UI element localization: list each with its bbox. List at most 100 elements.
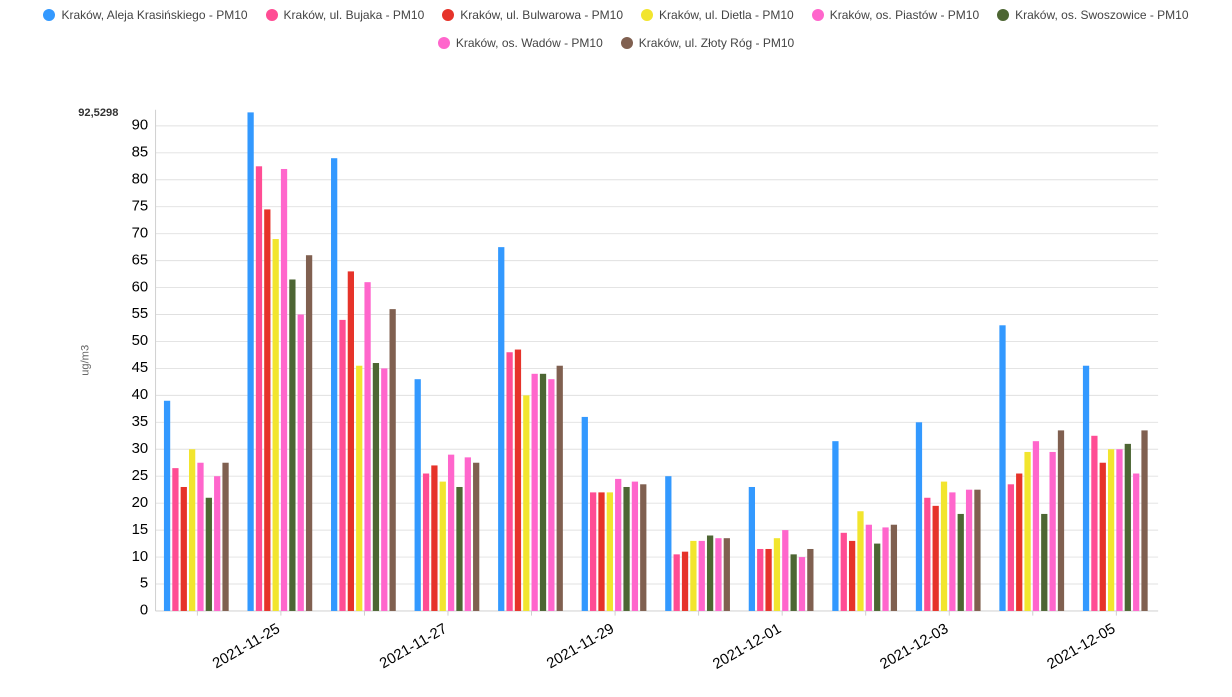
bar[interactable] [999,325,1005,611]
bar[interactable] [189,449,195,611]
bar[interactable] [498,247,504,611]
bar[interactable] [707,535,713,610]
bar[interactable] [1008,484,1014,611]
bar[interactable] [782,530,788,611]
bar[interactable] [423,474,429,611]
bar[interactable] [1100,463,1106,611]
bar[interactable] [765,549,771,611]
bar[interactable] [1024,452,1030,611]
legend-item[interactable]: Kraków, ul. Złoty Róg - PM10 [621,36,794,50]
bar[interactable] [757,549,763,611]
bar[interactable] [532,374,538,611]
bar[interactable] [289,279,295,610]
bar[interactable] [933,506,939,611]
bar[interactable] [1033,441,1039,611]
bar[interactable] [1091,436,1097,611]
bar[interactable] [339,320,345,611]
bar[interactable] [924,498,930,611]
bar[interactable] [1016,474,1022,611]
bar[interactable] [1125,444,1131,611]
bar[interactable] [348,271,354,611]
bar[interactable] [506,352,512,611]
bar[interactable] [197,463,203,611]
legend-item[interactable]: Kraków, Aleja Krasińskiego - PM10 [43,8,247,22]
bar[interactable] [941,482,947,611]
bar[interactable] [431,465,437,611]
bar[interactable] [674,554,680,611]
bar[interactable] [857,511,863,611]
bar[interactable] [665,476,671,611]
bar[interactable] [623,487,629,611]
bar[interactable] [281,169,287,611]
bar[interactable] [390,309,396,611]
bar[interactable] [1041,514,1047,611]
bar[interactable] [582,417,588,611]
bar[interactable] [916,422,922,611]
bar[interactable] [715,538,721,611]
bar[interactable] [1116,449,1122,611]
bar[interactable] [1108,449,1114,611]
legend-item[interactable]: Kraków, ul. Bulwarowa - PM10 [442,8,623,22]
bar[interactable] [1083,366,1089,611]
bar[interactable] [615,479,621,611]
bar[interactable] [832,441,838,611]
bar[interactable] [256,166,262,611]
bar[interactable] [690,541,696,611]
bar[interactable] [373,363,379,611]
bar[interactable] [841,533,847,611]
bar[interactable] [298,315,304,611]
bar[interactable] [1133,474,1139,611]
bar[interactable] [440,482,446,611]
bar[interactable] [724,538,730,611]
bar[interactable] [164,401,170,611]
bar[interactable] [172,468,178,611]
bar[interactable] [807,549,813,611]
bar[interactable] [958,514,964,611]
bar[interactable] [331,158,337,611]
bar[interactable] [181,487,187,611]
bar[interactable] [640,484,646,611]
bar[interactable] [473,463,479,611]
bar[interactable] [1141,430,1147,611]
bar[interactable] [557,366,563,611]
bar[interactable] [540,374,546,611]
bar[interactable] [799,557,805,611]
bar[interactable] [882,527,888,611]
bar[interactable] [456,487,462,611]
bar[interactable] [306,255,312,611]
bar[interactable] [214,476,220,611]
bar[interactable] [866,525,872,611]
bar[interactable] [682,552,688,611]
legend-item[interactable]: Kraków, os. Swoszowice - PM10 [997,8,1188,22]
bar[interactable] [891,525,897,611]
legend-item[interactable]: Kraków, ul. Bujaka - PM10 [266,8,425,22]
legend-item[interactable]: Kraków, os. Piastów - PM10 [812,8,979,22]
bar[interactable] [974,490,980,611]
bar[interactable] [949,492,955,611]
bar[interactable] [222,463,228,611]
bar[interactable] [1058,430,1064,611]
legend-item[interactable]: Kraków, os. Wadów - PM10 [438,36,603,50]
legend-item[interactable]: Kraków, ul. Dietla - PM10 [641,8,794,22]
bar[interactable] [364,282,370,611]
bar[interactable] [448,455,454,611]
bar[interactable] [247,112,253,611]
bar[interactable] [356,366,362,611]
bar[interactable] [206,498,212,611]
bar[interactable] [874,544,880,611]
bar[interactable] [1049,452,1055,611]
bar[interactable] [598,492,604,611]
bar[interactable] [791,554,797,611]
bar[interactable] [966,490,972,611]
bar[interactable] [774,538,780,611]
bar[interactable] [415,379,421,611]
bar[interactable] [699,541,705,611]
bar[interactable] [632,482,638,611]
bar[interactable] [264,209,270,611]
bar[interactable] [381,368,387,611]
bar[interactable] [273,239,279,611]
bar[interactable] [523,395,529,611]
bar[interactable] [849,541,855,611]
bar[interactable] [590,492,596,611]
bar[interactable] [465,457,471,611]
